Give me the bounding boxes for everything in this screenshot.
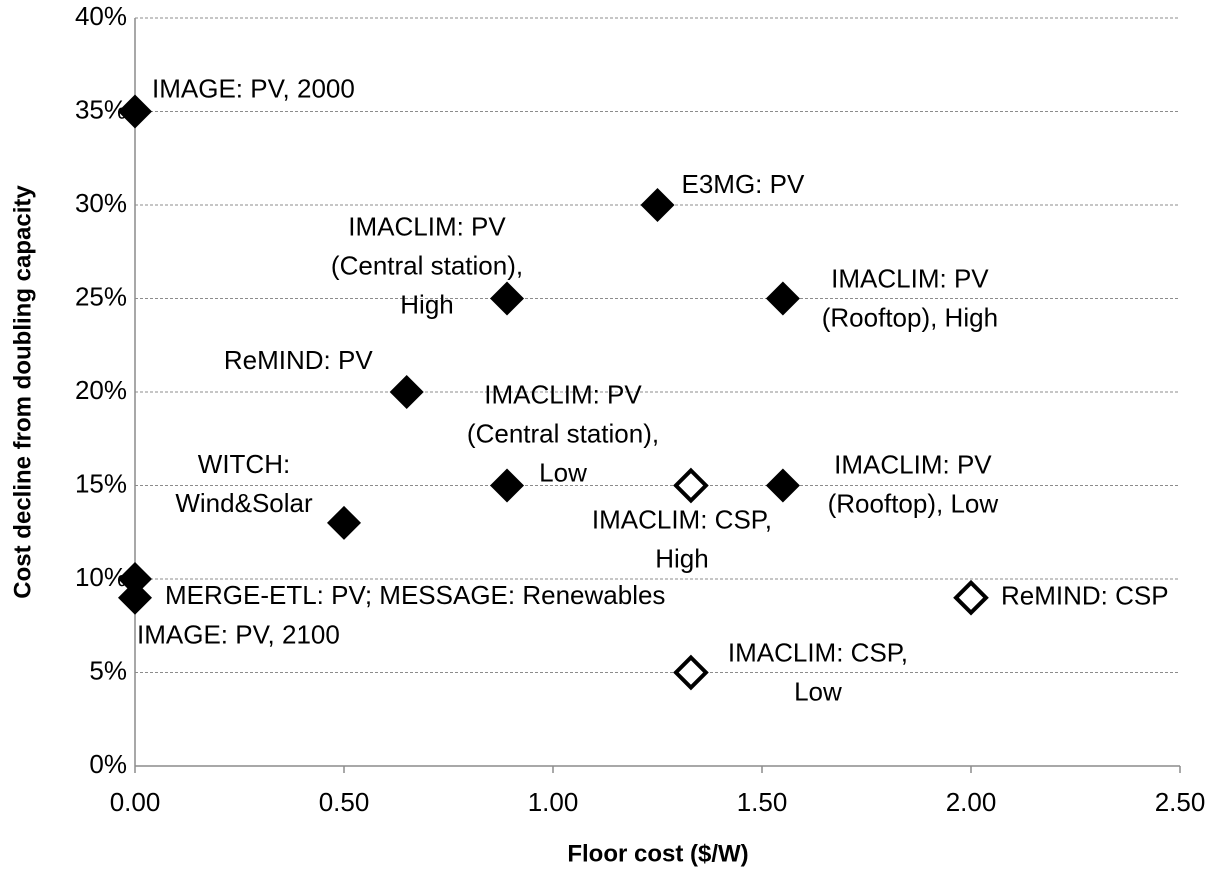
point-label: (Rooftop), Low xyxy=(828,488,999,518)
point-label: IMAGE: PV, 2100 xyxy=(137,620,340,650)
point-label: IMACLIM: PV xyxy=(484,379,642,409)
point-label: (Central station), xyxy=(331,250,523,280)
data-point xyxy=(765,468,800,503)
point-label: High xyxy=(400,289,453,319)
data-point xyxy=(118,580,152,615)
y-tick-label: 25% xyxy=(75,281,127,311)
point-label: IMACLIM: PV xyxy=(831,263,989,293)
point-label: IMACLIM: PV xyxy=(834,449,992,479)
point-label: Wind&Solar xyxy=(175,488,313,518)
point-label: ReMIND: PV xyxy=(224,345,373,375)
y-tick-label: 15% xyxy=(75,468,127,498)
y-axis-title: Cost decline from doubling capacity xyxy=(9,185,36,599)
data-point xyxy=(490,468,525,503)
point-label: ReMIND: CSP xyxy=(1001,581,1169,611)
data-point xyxy=(389,375,424,409)
y-tick-label: 30% xyxy=(75,188,127,218)
data-point xyxy=(327,505,361,540)
data-point xyxy=(673,654,709,691)
data-point xyxy=(118,562,152,596)
x-tick-label: 1.00 xyxy=(528,787,579,817)
point-label: Low xyxy=(794,676,842,706)
point-label: Low xyxy=(539,457,587,487)
x-tick-label: 0.00 xyxy=(110,787,161,817)
y-tick-label: 20% xyxy=(75,375,127,405)
point-label: WITCH: xyxy=(198,449,290,479)
data-point xyxy=(953,579,989,616)
point-label: IMACLIM: PV xyxy=(348,211,506,241)
data-point xyxy=(640,188,675,222)
x-tick-label: 2.50 xyxy=(1155,787,1206,817)
point-label: (Rooftop), High xyxy=(822,302,998,332)
point-label: High xyxy=(655,543,708,573)
point-label: MERGE-ETL: PV; MESSAGE: Renewables xyxy=(165,580,665,610)
x-tick-label: 0.50 xyxy=(319,787,370,817)
x-tick-label: 2.00 xyxy=(946,787,997,817)
x-tick-label: 1.50 xyxy=(737,787,788,817)
point-label: IMACLIM: CSP, xyxy=(728,637,908,667)
point-label: IMAGE: PV, 2000 xyxy=(152,73,355,103)
data-point xyxy=(118,94,152,129)
data-point xyxy=(673,467,709,504)
point-label: E3MG: PV xyxy=(682,169,805,199)
x-axis-title: Floor cost ($/W) xyxy=(567,840,748,867)
y-tick-label: 35% xyxy=(75,94,127,124)
data-point xyxy=(490,281,525,316)
y-tick-label: 40% xyxy=(75,1,127,31)
point-label: (Central station), xyxy=(467,418,659,448)
y-tick-label: 0% xyxy=(89,749,127,779)
y-tick-label: 5% xyxy=(89,655,127,685)
y-tick-label: 10% xyxy=(75,562,127,592)
data-point xyxy=(765,281,800,316)
point-label: IMACLIM: CSP, xyxy=(592,504,772,534)
